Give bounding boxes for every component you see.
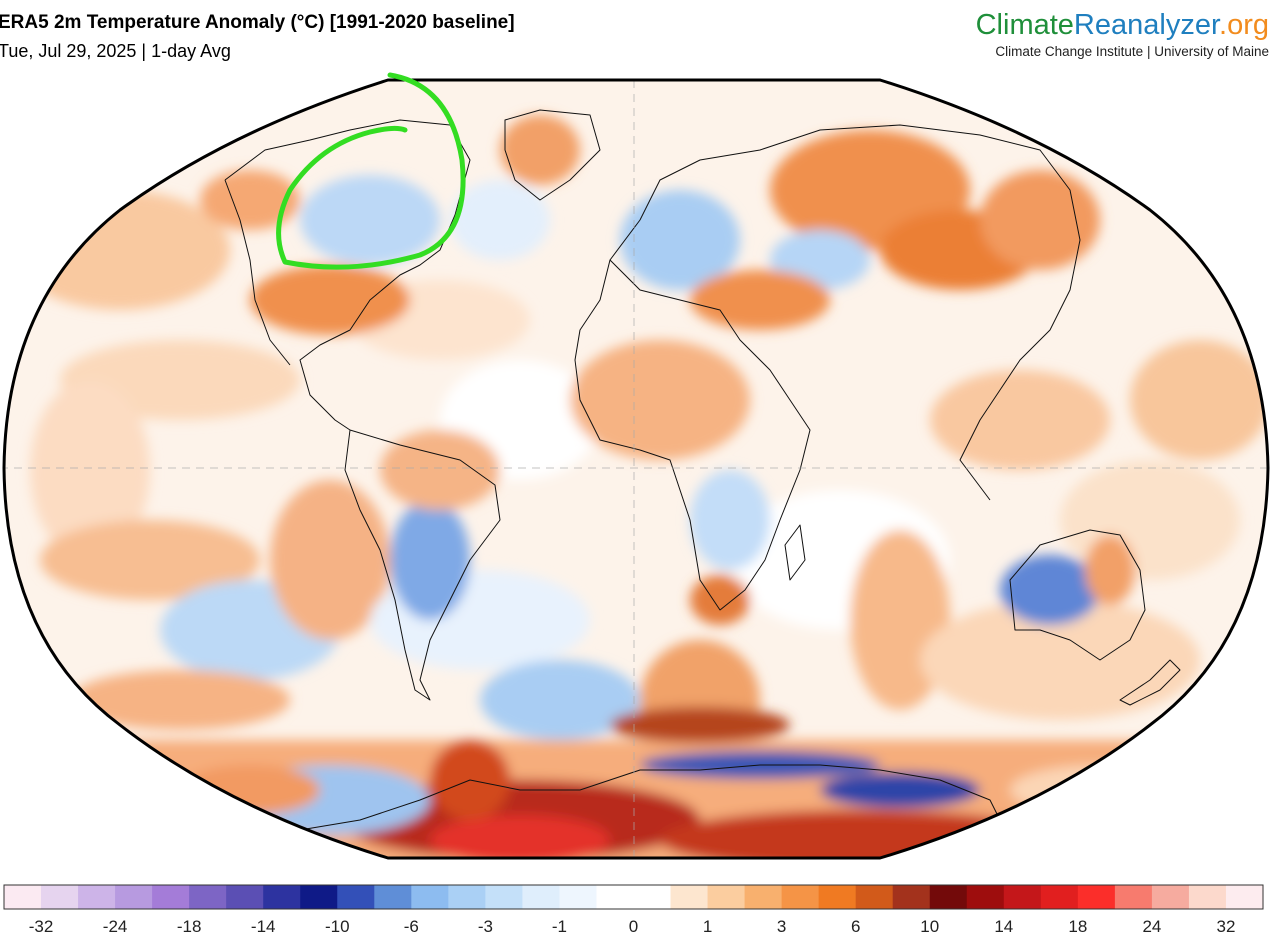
colorbar-tick-label: 6 xyxy=(851,917,860,936)
colorbar-swatch xyxy=(929,885,968,909)
globe-outline xyxy=(2,78,1270,860)
colorbar-swatch xyxy=(300,885,338,909)
colorbar-swatch xyxy=(115,885,153,909)
colorbar-swatch xyxy=(522,885,561,909)
colorbar-tick-label: 32 xyxy=(1217,917,1236,936)
brand-name-part2: Reanalyzer xyxy=(1073,9,1220,41)
colorbar-tick-label: -18 xyxy=(177,917,202,936)
map-title: ERA5 2m Temperature Anomaly (°C) [1991-2… xyxy=(0,12,515,33)
anomaly-field xyxy=(4,80,1268,858)
brand-logo[interactable]: ClimateReanalyzer.org Climate Change Ins… xyxy=(976,8,1269,59)
colorbar-tick-label: -6 xyxy=(404,917,419,936)
brand-name: ClimateReanalyzer.org xyxy=(976,8,1269,42)
world-anomaly-map xyxy=(2,72,1270,860)
colorbar-swatch xyxy=(411,885,449,909)
colorbar-tick-label: -32 xyxy=(29,917,54,936)
coastlines xyxy=(224,109,1181,851)
colorbar-swatch xyxy=(596,885,635,909)
colorbar-tick-label: -3 xyxy=(478,917,493,936)
colorbar-swatch xyxy=(226,885,264,909)
map-subtitle: Tue, Jul 29, 2025 | 1-day Avg xyxy=(0,41,231,61)
colorbar-tick-label: 3 xyxy=(777,917,786,936)
colorbar-swatch xyxy=(1003,885,1042,909)
colorbar-tick-label: -24 xyxy=(103,917,128,936)
colorbar-swatch xyxy=(189,885,227,909)
colorbar-swatch xyxy=(78,885,116,909)
colorbar-swatch xyxy=(448,885,486,909)
colorbar-swatch xyxy=(1077,885,1116,909)
colorbar-swatch xyxy=(4,885,42,909)
colorbar-swatch xyxy=(41,885,79,909)
colorbar-swatch xyxy=(1225,885,1264,909)
colorbar-swatch xyxy=(152,885,190,909)
colorbar-tick-label: -10 xyxy=(325,917,350,936)
colorbar-swatch xyxy=(670,885,709,909)
colorbar-tick-label: 14 xyxy=(994,917,1013,936)
colorbar-tick-label: 18 xyxy=(1068,917,1087,936)
colorbar-tick-label: 1 xyxy=(703,917,712,936)
colorbar-swatch xyxy=(559,885,598,909)
colorbar-tick-label: 24 xyxy=(1142,917,1161,936)
colorbar-swatch xyxy=(855,885,894,909)
colorbar-border xyxy=(3,884,1264,910)
colorbar-tick-label: -14 xyxy=(251,917,276,936)
annotation-circle xyxy=(276,72,466,270)
colorbar: -32 -24 -18 -14 -10 -6 -3 -1 0 1 3 6 10 14 18 24 32 xyxy=(3,884,1264,936)
colorbar-swatch xyxy=(892,885,931,909)
colorbar-labels: -32 -24 -18 -14 -10 -6 -3 -1 0 1 3 6 10 14 18 24 32 xyxy=(29,917,1236,936)
colorbar-swatch xyxy=(1151,885,1190,909)
brand-tagline: Climate Change Institute | University of… xyxy=(995,44,1269,59)
colorbar-swatch xyxy=(374,885,412,909)
colorbar-swatch xyxy=(1114,885,1153,909)
colorbar-swatch xyxy=(818,885,857,909)
colorbar-tick-label: 0 xyxy=(629,917,638,936)
colorbar-swatch xyxy=(263,885,301,909)
colorbar-swatch xyxy=(744,885,783,909)
colorbar-swatch xyxy=(781,885,820,909)
colorbar-swatch xyxy=(633,885,672,909)
colorbar-swatch xyxy=(337,885,375,909)
colorbar-swatch xyxy=(707,885,746,909)
colorbar-swatch xyxy=(966,885,1005,909)
colorbar-swatch xyxy=(1188,885,1227,909)
colorbar-swatch xyxy=(485,885,524,909)
colorbar-tick-label: -1 xyxy=(552,917,567,936)
colorbar-tick-label: 10 xyxy=(920,917,939,936)
colorbar-swatches xyxy=(4,885,1264,909)
colorbar-swatch xyxy=(1040,885,1079,909)
brand-name-part3: .org xyxy=(1219,9,1269,41)
brand-name-part1: Climate xyxy=(975,9,1074,41)
graticule xyxy=(4,80,1268,858)
